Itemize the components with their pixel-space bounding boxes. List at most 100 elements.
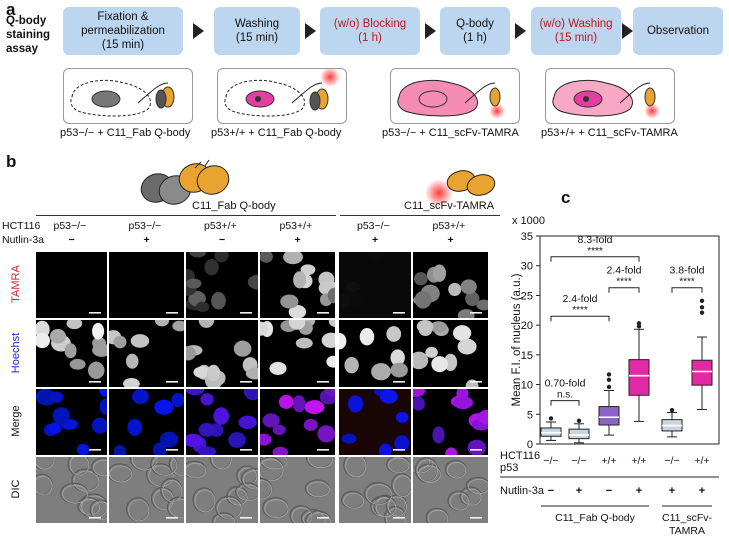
y-tick-label: 5 (527, 409, 533, 421)
cell-illustration-4 (552, 79, 660, 119)
outlier-point (548, 416, 554, 421)
nutlin-tick-label: + (576, 485, 582, 497)
group-label: C11_scFv- (662, 512, 712, 524)
step-arrow-icon (424, 23, 436, 39)
y-tick-label: 35 (521, 231, 533, 243)
micrograph-tamra (413, 252, 488, 318)
fold-change-label: 2.4-fold (562, 293, 597, 305)
row-label-hoechst: Hoechst (10, 332, 22, 373)
micrograph-merge (339, 389, 411, 455)
micrograph-dic (260, 457, 335, 523)
fab-qbody-illustration (140, 159, 230, 205)
outlier-point (699, 305, 705, 310)
group-label-fab: C11_Fab Q-body (192, 200, 276, 212)
caption-2: p53+/+ + C11_Fab Q-body (211, 127, 342, 139)
step-arrow-icon (515, 23, 526, 39)
p53-axis-label: p53 (500, 462, 518, 474)
micrograph-tamra (36, 252, 107, 318)
y-tick-label: 30 (521, 261, 533, 273)
micrograph-merge (109, 389, 184, 455)
column-nutlin: − (68, 234, 75, 246)
nutlin-tick-label: − (548, 485, 554, 497)
column-nutlin: + (372, 234, 379, 246)
micrograph-dic (36, 457, 107, 523)
significance-label: **** (679, 277, 695, 288)
group-label-scfv: C11_scFv-TAMRA (404, 200, 495, 212)
significance-bracket (550, 256, 640, 262)
cell-illustration-1 (70, 79, 175, 117)
schematic-box-2 (217, 67, 347, 124)
micrograph-dic (186, 457, 258, 523)
step-arrow-icon (621, 23, 633, 39)
genotype-tick-label: +/+ (694, 455, 709, 467)
significance-label: n.s. (557, 390, 573, 401)
column-genotype: p53+/+ (432, 220, 466, 232)
step-arrow-icon (193, 23, 204, 39)
hct116-label: HCT116 (2, 220, 41, 232)
box (691, 359, 713, 386)
genotype-tick-label: −/− (571, 455, 586, 467)
significance-bracket (608, 287, 640, 293)
micrograph-tamra (339, 252, 411, 318)
column-genotype: p53+/+ (279, 220, 313, 232)
nutlin-label: Nutlin-3a (2, 234, 45, 246)
schematic-box-1 (63, 68, 193, 124)
column-genotype: p53+/+ (204, 220, 237, 232)
outlier-point (606, 372, 612, 377)
column-nutlin: + (143, 234, 150, 246)
divider-scfv (340, 215, 500, 216)
y-axis-label: Mean F.I. of nucleus (a.u.) (511, 273, 523, 406)
genotype-tick-label: −/− (543, 455, 558, 467)
column-genotype: p53−/− (53, 220, 87, 232)
column-genotype: p53−/− (357, 220, 390, 232)
micrograph-merge (186, 389, 258, 455)
assay-step-line: Q-body (456, 18, 494, 30)
significance-bracket (550, 400, 580, 406)
scfv-tamra-illustration (425, 170, 496, 207)
schematic-box-3 (390, 68, 520, 124)
assay-step-4: Q-body (1 h) (440, 7, 510, 55)
fold-change-label: 3.8-fold (669, 265, 704, 277)
micrograph-dic (413, 457, 488, 523)
outlier-point (606, 384, 612, 390)
significance-bracket (550, 315, 610, 322)
y-tick-label: 0 (527, 439, 533, 451)
panel-a-letter: a (6, 0, 16, 19)
micrograph-hoechst (186, 320, 258, 387)
y-tick-label: 20 (521, 320, 533, 332)
y-tick-label: 15 (521, 350, 533, 362)
box (628, 359, 650, 396)
column-nutlin: + (294, 234, 301, 246)
row-label-dic: DIC (10, 479, 22, 499)
caption-1: p53−/− + C11_Fab Q-body (60, 127, 191, 139)
assay-label: Q-body staining assay (6, 15, 51, 55)
y-tick-label: 10 (521, 380, 533, 392)
caption-4: p53+/+ + C11_scFv-TAMRA (541, 127, 678, 139)
assay-step-6: Observation (633, 7, 723, 55)
micrograph-hoechst (339, 320, 411, 387)
panel-b-letter: b (6, 152, 17, 171)
divider-fab (36, 215, 336, 216)
outlier-point (636, 321, 642, 326)
caption-3: p53−/− + C11_scFv-TAMRA (382, 127, 519, 139)
schematic-box-4 (545, 68, 675, 124)
assay-step-5: (w/o) Washing (15 min) (531, 7, 621, 55)
micrograph-merge (36, 389, 107, 455)
outlier-point (699, 298, 705, 303)
panel-c-letter: c (561, 188, 571, 207)
significance-label: **** (587, 246, 603, 257)
assay-step-1: Fixation & permeabilization (15 min) (63, 7, 183, 55)
micrograph-dic (109, 457, 184, 523)
assay-step-line: (1 h) (463, 32, 487, 44)
micrograph-merge (413, 389, 488, 455)
assay-step-line: (15 min) (101, 39, 145, 51)
column-genotype: p53−/− (128, 220, 162, 232)
micrograph-hoechst (413, 320, 488, 387)
group-label: TAMRA (669, 525, 705, 537)
nutlin-tick-label: + (699, 485, 705, 497)
micrograph-tamra (109, 252, 184, 318)
outlier-point (576, 418, 582, 424)
micrograph-dic (339, 457, 411, 523)
assay-step-line: Fixation & (97, 11, 149, 23)
assay-step-line: (15 min) (554, 32, 598, 44)
